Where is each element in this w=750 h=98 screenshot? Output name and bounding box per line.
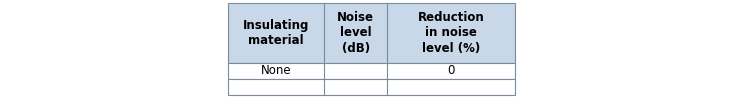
Text: Insulating
material: Insulating material — [243, 19, 309, 47]
Text: Reduction
in noise
level (%): Reduction in noise level (%) — [418, 11, 484, 55]
Bar — [228, 79, 515, 95]
Text: 0: 0 — [448, 64, 454, 78]
Bar — [228, 3, 515, 63]
Bar — [228, 63, 515, 79]
Text: Noise
level
(dB): Noise level (dB) — [338, 11, 374, 55]
Text: None: None — [261, 64, 292, 78]
